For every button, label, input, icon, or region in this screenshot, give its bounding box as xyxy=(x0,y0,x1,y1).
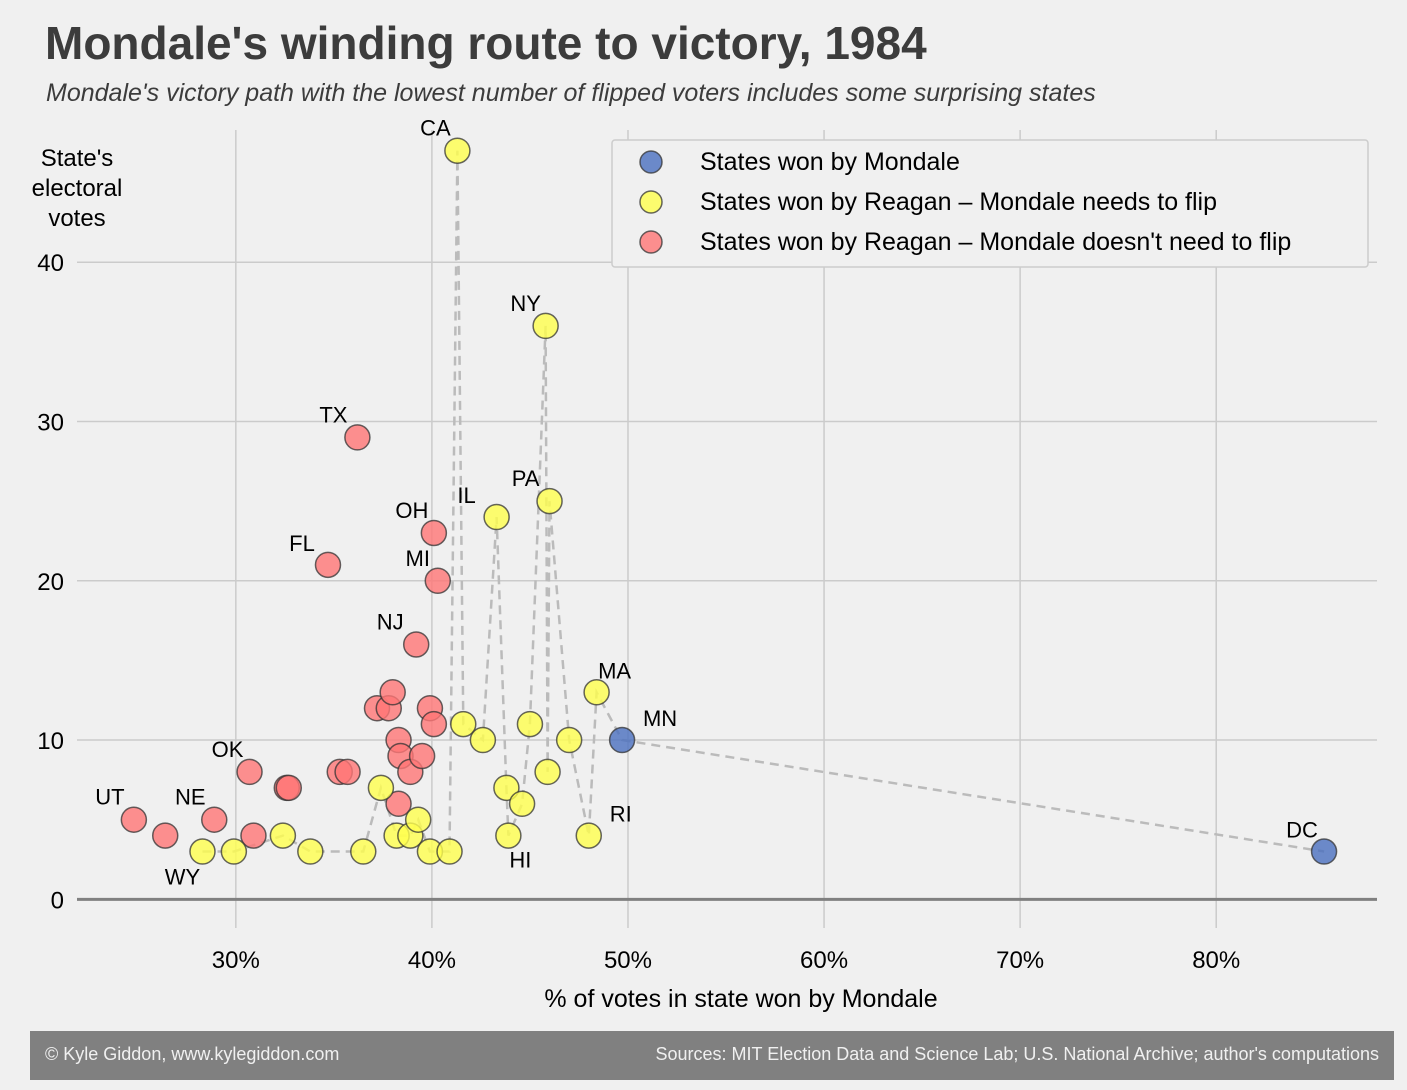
wy-state-point xyxy=(189,838,216,865)
x-tick-label: 30% xyxy=(212,947,260,974)
axes: 30% 40% 50% 60% 70% 80% 0 10 20 30 40 % of votes in… xyxy=(32,145,1377,1013)
legend-marker xyxy=(639,190,663,214)
state-point xyxy=(240,822,267,849)
oh-label: OH xyxy=(395,498,428,523)
state-point xyxy=(493,774,520,802)
state-point xyxy=(350,838,377,865)
chart-title: Mondale's winding route to victory, 1984 xyxy=(45,17,927,69)
il-label: IL xyxy=(457,483,475,508)
legend-marker xyxy=(639,150,663,174)
y-tick-label: 10 xyxy=(37,728,64,755)
state-point xyxy=(436,838,463,865)
state-point xyxy=(534,758,561,786)
state-point xyxy=(420,710,448,738)
chart-subtitle: Mondale's victory path with the lowest n… xyxy=(46,79,1096,107)
state-point xyxy=(408,742,436,770)
ny-state-point xyxy=(532,312,559,340)
il-state-point xyxy=(483,503,510,531)
tx-state-point xyxy=(344,424,371,451)
state-point xyxy=(379,679,406,706)
mi-label: MI xyxy=(406,546,430,571)
mn-state-point xyxy=(608,726,636,754)
ut-state-point xyxy=(120,806,148,833)
state-point xyxy=(385,790,412,818)
dc-state-point xyxy=(1310,838,1338,865)
ny-label: NY xyxy=(510,291,541,316)
nj-label: NJ xyxy=(377,609,404,634)
legend-entry: States won by Mondale xyxy=(700,148,960,176)
x-tick-label: 40% xyxy=(408,947,456,974)
dc-label: DC xyxy=(1286,818,1318,843)
state-point xyxy=(469,726,497,754)
nj-state-point xyxy=(402,631,430,658)
y-tick-label: 40 xyxy=(37,250,64,277)
y-tick-label: 0 xyxy=(51,887,64,914)
x-tick-label: 80% xyxy=(1192,947,1240,974)
state-point xyxy=(297,838,324,865)
x-tick-label: 70% xyxy=(996,947,1044,974)
mn-label: MN xyxy=(643,706,677,731)
footer-credit: © Kyle Giddon, www.kylegiddon.com xyxy=(45,1044,340,1064)
state-point xyxy=(555,726,583,754)
ne-state-point xyxy=(201,806,228,833)
mi-state-point xyxy=(424,567,452,595)
legend-entry: States won by Reagan – Mondale doesn't n… xyxy=(700,228,1291,256)
legend-box xyxy=(611,139,1369,268)
ne-label: NE xyxy=(175,785,206,810)
footer-bar: © Kyle Giddon, www.kylegiddon.com Source… xyxy=(30,1031,1394,1080)
x-tick-label: 60% xyxy=(800,947,848,974)
state-point xyxy=(275,774,303,802)
ok-label: OK xyxy=(212,737,244,762)
legend-marker xyxy=(639,230,663,254)
ca-label: CA xyxy=(420,116,451,141)
tx-label: TX xyxy=(319,402,347,427)
ok-state-point xyxy=(236,758,263,786)
ut-label: UT xyxy=(95,785,124,810)
fl-label: FL xyxy=(289,531,315,556)
fl-state-point xyxy=(314,551,342,579)
legend-entry: States won by Reagan – Mondale needs to … xyxy=(700,188,1217,216)
ca-state-point xyxy=(444,137,471,164)
ma-label: MA xyxy=(598,658,631,683)
y-tick-label: 20 xyxy=(37,569,64,596)
ri-label: RI xyxy=(610,802,632,827)
state-point xyxy=(450,710,477,738)
state-point xyxy=(508,790,536,818)
x-tick-label: 50% xyxy=(604,947,652,974)
pa-label: PA xyxy=(512,466,540,491)
footer-sources: Sources: MIT Election Data and Science L… xyxy=(655,1044,1379,1064)
legend: States won by Mondale States won by Reaga… xyxy=(611,139,1369,268)
oh-state-point xyxy=(420,519,448,547)
state-point xyxy=(404,806,432,833)
data-points xyxy=(120,137,1338,865)
ri-state-point xyxy=(575,822,603,849)
pa-state-point xyxy=(536,487,563,515)
state-point xyxy=(269,822,297,849)
state-point xyxy=(367,774,395,802)
y-axis-label: State's electoral votes xyxy=(32,145,123,232)
x-axis-label: % of votes in state won by Mondale xyxy=(544,985,937,1013)
state-point xyxy=(334,758,361,786)
state-point xyxy=(151,822,179,849)
state-point xyxy=(220,838,248,865)
hi-label: HI xyxy=(509,848,531,873)
state-point xyxy=(516,710,544,738)
wy-label: WY xyxy=(165,865,201,890)
hi-state-point xyxy=(495,822,522,849)
ma-state-point xyxy=(583,679,610,706)
y-tick-label: 30 xyxy=(37,409,64,436)
